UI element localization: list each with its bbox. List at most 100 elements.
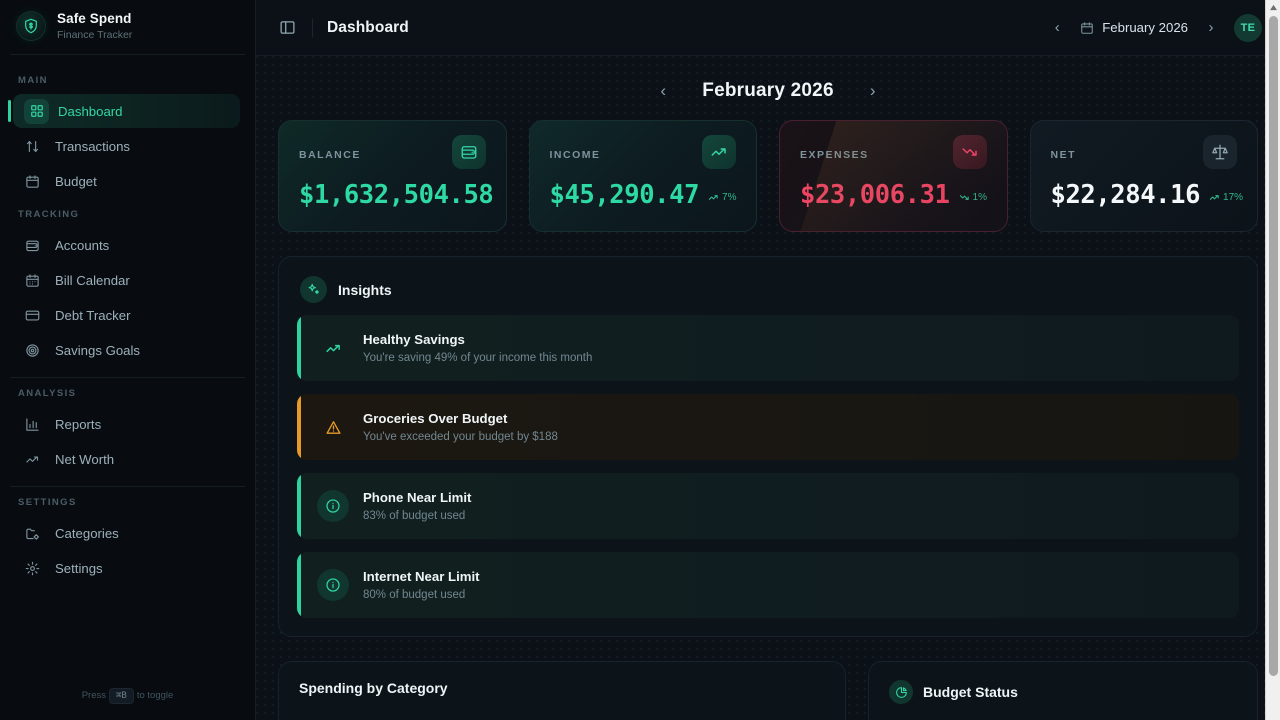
main-area: Dashboard ‹ February 2026 › TE ‹ <box>256 0 1280 720</box>
trending-up-icon <box>1209 195 1219 200</box>
stat-card-net[interactable]: NET $22,284.16 17% <box>1029 120 1258 232</box>
budget-status-panel: Budget Status <box>868 661 1258 720</box>
calendar-icon <box>24 173 41 190</box>
topbar-month-label: February 2026 <box>1102 20 1188 35</box>
stat-card-expenses[interactable]: EXPENSES $23,006.31 <box>779 120 1008 232</box>
sidebar-item-label: Budget <box>55 173 97 189</box>
stat-card-income[interactable]: INCOME $45,290.47 7 <box>528 120 757 232</box>
month-next-button[interactable]: › <box>869 81 876 100</box>
scrollbar-thumb[interactable] <box>1268 16 1278 676</box>
wallet-icon <box>451 135 486 169</box>
insights-card: Insights Healthy Savings You're saving 4… <box>278 256 1258 637</box>
stat-value-row: $45,290.47 7% <box>550 180 737 210</box>
sidebar-item-categories[interactable]: Categories <box>13 516 240 550</box>
brand[interactable]: Safe Spend Finance Tracker <box>0 0 255 54</box>
month-prev-button[interactable]: ‹ <box>660 81 667 100</box>
sidebar-item-budget[interactable]: Budget <box>13 164 240 198</box>
trending-down-icon <box>952 135 987 169</box>
topbar-month-display[interactable]: February 2026 <box>1080 20 1188 35</box>
sidebar-item-label: Net Worth <box>55 451 115 467</box>
panel-title: Spending by Category <box>299 680 448 696</box>
insight-description: You've exceeded your budget by $188 <box>363 431 558 443</box>
sidebar-nav: MAIN Dashboard Transactions <box>0 55 255 676</box>
sidebar-item-settings[interactable]: Settings <box>13 551 240 585</box>
trending-down-icon <box>959 195 969 200</box>
credit-card-icon <box>24 307 41 324</box>
panel-title: Budget Status <box>923 684 1018 700</box>
insight-item-phone-near-limit[interactable]: Phone Near Limit 83% of budget used <box>297 473 1239 539</box>
nav-section-tracking-label: TRACKING <box>18 209 80 220</box>
sidebar-item-dashboard[interactable]: Dashboard <box>8 94 240 128</box>
sidebar-item-label: Dashboard <box>58 103 123 119</box>
stat-value-row: $22,284.16 17% <box>1051 180 1244 210</box>
stat-label: BALANCE <box>299 149 361 161</box>
insight-item-internet-near-limit[interactable]: Internet Near Limit 80% of budget used <box>297 552 1239 618</box>
bottom-panels-row: Spending by Category Budget Status <box>278 661 1258 720</box>
stat-value-row: $23,006.31 1% <box>800 180 987 210</box>
insights-header: Insights <box>297 273 1239 315</box>
stat-label: INCOME <box>549 149 601 161</box>
stat-delta: 7% <box>708 192 736 203</box>
insight-title: Phone Near Limit <box>363 490 472 505</box>
sidebar-item-label: Savings Goals <box>55 342 141 358</box>
insight-title: Healthy Savings <box>363 332 465 347</box>
arrows-up-down-icon <box>24 138 41 155</box>
stat-head: NET <box>1051 135 1237 169</box>
scrollbar-up-arrow[interactable] <box>1266 0 1280 14</box>
sparkles-icon <box>300 276 327 303</box>
sidebar-divider-settings <box>10 486 245 487</box>
avatar[interactable]: TE <box>1234 13 1262 42</box>
sidebar-item-net-worth[interactable]: Net Worth <box>13 442 240 476</box>
topbar-next-month-button[interactable]: › <box>1208 19 1214 36</box>
brand-title: Safe Spend <box>57 11 132 27</box>
page-title: Dashboard <box>327 18 409 36</box>
stat-head: INCOME <box>549 135 736 169</box>
sidebar-item-accounts[interactable]: Accounts <box>13 228 240 262</box>
page-scrollbar[interactable] <box>1265 0 1280 720</box>
stat-label: EXPENSES <box>800 149 869 161</box>
sidebar-item-transactions[interactable]: Transactions <box>13 129 240 163</box>
info-icon <box>317 569 349 601</box>
insight-item-healthy-savings[interactable]: Healthy Savings You're saving 49% of you… <box>297 315 1239 381</box>
nav-section-settings-label: SETTINGS <box>18 497 77 508</box>
stat-card-balance[interactable]: BALANCE $1,632,504.58 <box>278 120 507 232</box>
topbar-right-group: ‹ February 2026 › TE <box>1046 13 1262 42</box>
folder-cog-icon <box>24 525 41 542</box>
insight-title: Groceries Over Budget <box>363 411 508 426</box>
sidebar-item-label: Transactions <box>55 138 131 154</box>
info-icon <box>317 490 349 522</box>
stat-delta-value: 17% <box>1223 192 1244 203</box>
sidebar-item-label: Reports <box>55 416 102 432</box>
gear-icon <box>24 560 41 577</box>
insight-description: You're saving 49% of your income this mo… <box>363 352 593 364</box>
month-title: February 2026 <box>702 80 834 101</box>
pie-chart-icon <box>889 680 913 704</box>
sidebar-item-savings-goals[interactable]: Savings Goals <box>13 333 240 367</box>
stat-delta-value: 7% <box>722 192 737 203</box>
sidebar: Safe Spend Finance Tracker MAIN Dashboar… <box>0 0 256 720</box>
stat-head: BALANCE <box>299 135 486 169</box>
dashboard-content: ‹ February 2026 › BALANCE <box>256 56 1280 720</box>
nav-section-main-label: MAIN <box>18 75 48 86</box>
keyboard-shortcut-key: ⌘B <box>109 688 134 704</box>
sidebar-divider-top <box>10 54 245 55</box>
topbar-prev-month-button[interactable]: ‹ <box>1054 19 1060 36</box>
trending-up-icon <box>702 135 736 169</box>
insight-item-groceries-over-budget[interactable]: Groceries Over Budget You've exceeded yo… <box>297 394 1239 460</box>
sidebar-item-reports[interactable]: Reports <box>13 407 240 441</box>
sidebar-item-bill-calendar[interactable]: Bill Calendar <box>13 263 240 297</box>
sidebar-footer-hint: Press ⌘B to toggle <box>0 676 255 720</box>
panel-left-icon[interactable] <box>276 17 298 39</box>
month-navigator: ‹ February 2026 › <box>278 56 1258 120</box>
sidebar-divider-analysis <box>10 377 245 378</box>
trending-up-icon <box>317 332 349 364</box>
insights-title: Insights <box>338 281 392 298</box>
sidebar-item-debt-tracker[interactable]: Debt Tracker <box>13 298 240 332</box>
panel-header: Budget Status <box>889 680 1237 704</box>
trending-up-icon <box>24 451 41 468</box>
calendar-days-icon <box>24 272 41 289</box>
footer-suffix: to toggle <box>136 690 174 701</box>
stat-delta-value: 1% <box>972 192 987 203</box>
target-icon <box>24 342 41 359</box>
